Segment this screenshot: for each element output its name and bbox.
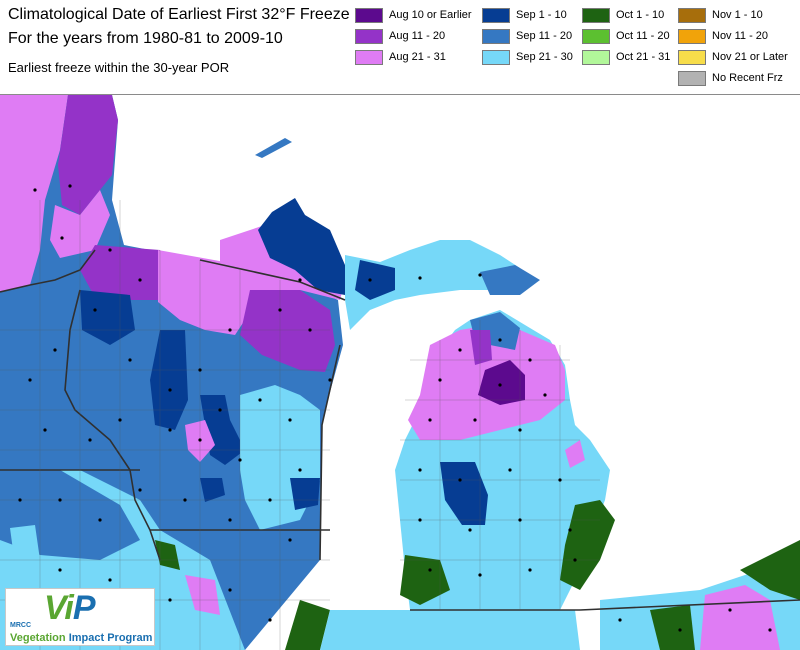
legend-swatch	[678, 8, 706, 23]
logo-word-impact: Impact	[68, 632, 105, 644]
legend-swatch	[678, 29, 706, 44]
map-header: Climatological Date of Earliest First 32…	[0, 0, 800, 95]
legend-item: No Recent Frz	[678, 69, 793, 89]
region-nlp-aug11-20	[470, 330, 492, 365]
legend-label: Oct 1 - 10	[616, 9, 665, 21]
logo-mark: ViP	[44, 589, 96, 628]
region-wi-sep1-10-c	[200, 478, 225, 502]
legend-item: Nov 1 - 10	[678, 6, 793, 26]
region-wi-sep1-10-d	[290, 478, 320, 510]
logo-word-vegetation: Vegetation	[10, 632, 66, 644]
legend-label: Aug 10 or Earlier	[389, 9, 472, 21]
legend-label: Aug 21 - 31	[389, 51, 446, 63]
freeze-date-map	[0, 95, 800, 650]
legend-swatch	[678, 71, 706, 86]
legend-label: No Recent Frz	[712, 72, 783, 84]
region-sw-aug21-31	[185, 575, 220, 615]
region-swlp-oct1-10	[400, 555, 450, 605]
legend-label: Oct 11 - 20	[616, 30, 670, 42]
region-iowa-sep21-30-spot	[10, 525, 40, 565]
logo-mark-v: V	[44, 589, 65, 627]
legend-swatch	[582, 29, 610, 44]
region-eup-sep21-30	[345, 240, 520, 330]
logo-program: Vegetation Impact Program	[10, 632, 152, 644]
legend-swatch	[482, 29, 510, 44]
legend-item: Aug 11 - 20	[355, 27, 470, 47]
map-subtitle: For the years from 1980-81 to 2009-10	[8, 30, 283, 47]
region-clp-sep1-10	[440, 462, 488, 525]
region-mississippi-oct1-10	[155, 540, 180, 570]
region-nwis-aug11-20	[240, 290, 335, 372]
region-eup-sep11-20	[480, 265, 540, 295]
region-s-oct1-10	[285, 600, 330, 650]
legend-swatch	[582, 8, 610, 23]
region-ohio-oct1-10-b	[650, 605, 695, 650]
legend-label: Aug 11 - 20	[389, 30, 446, 42]
legend-item: Sep 1 - 10	[482, 6, 597, 26]
legend-item: Oct 11 - 20	[582, 27, 697, 47]
legend-swatch	[355, 8, 383, 23]
legend-label: Sep 11 - 20	[516, 30, 573, 42]
state-borders	[0, 249, 800, 611]
legend-label: Sep 21 - 30	[516, 51, 573, 63]
legend-item: Aug 21 - 31	[355, 48, 470, 68]
region-thumb-aug21-31	[565, 440, 585, 468]
region-selp-oct1-10	[560, 500, 615, 590]
region-mn-aug21-31	[0, 95, 68, 292]
region-arrowhead-aug11-20	[58, 95, 118, 215]
logo-mark-i: i	[64, 589, 74, 627]
region-cwi-sep1-10-a	[150, 330, 188, 430]
legend-item: Sep 21 - 30	[482, 48, 597, 68]
station-markers	[18, 184, 772, 632]
region-mich-south-sep21-30	[320, 610, 580, 650]
isle-royale	[255, 138, 292, 158]
legend-item: Oct 1 - 10	[582, 6, 697, 26]
logo-org: MRCC	[10, 622, 31, 629]
legend-label: Nov 21 or Later	[712, 51, 788, 63]
legend-item: Oct 21 - 31	[582, 48, 697, 68]
legend-label: Nov 11 - 20	[712, 30, 769, 42]
region-up-sep1-10	[258, 198, 345, 295]
legend-item: Nov 21 or Later	[678, 48, 793, 68]
legend: Aug 10 or Earlier Aug 11 - 20 Aug 21 - 3…	[355, 6, 800, 92]
legend-swatch	[678, 50, 706, 65]
logo-word-program: Program	[107, 632, 153, 644]
legend-label: Nov 1 - 10	[712, 9, 763, 21]
legend-swatch	[582, 50, 610, 65]
logo-mark-p: P	[72, 589, 96, 627]
legend-label: Oct 21 - 31	[616, 51, 671, 63]
vip-logo: MRCC ViP Vegetation Impact Program	[5, 588, 155, 646]
region-nwi-sep1-10	[80, 290, 135, 345]
legend-item: Sep 11 - 20	[482, 27, 597, 47]
region-eup-sep1-10	[355, 260, 395, 300]
legend-label: Sep 1 - 10	[516, 9, 567, 21]
region-ohio-oct1-10	[740, 540, 800, 600]
legend-swatch	[482, 8, 510, 23]
county-lines	[0, 200, 600, 650]
legend-item: Nov 11 - 20	[678, 27, 793, 47]
legend-swatch	[355, 29, 383, 44]
legend-item: Aug 10 or Earlier	[355, 6, 472, 26]
map-note: Earliest freeze within the 30-year POR	[8, 60, 230, 75]
map-title: Climatological Date of Earliest First 32…	[8, 6, 350, 23]
legend-swatch	[482, 50, 510, 65]
legend-swatch	[355, 50, 383, 65]
region-nlp-aug10-earlier	[478, 360, 525, 405]
